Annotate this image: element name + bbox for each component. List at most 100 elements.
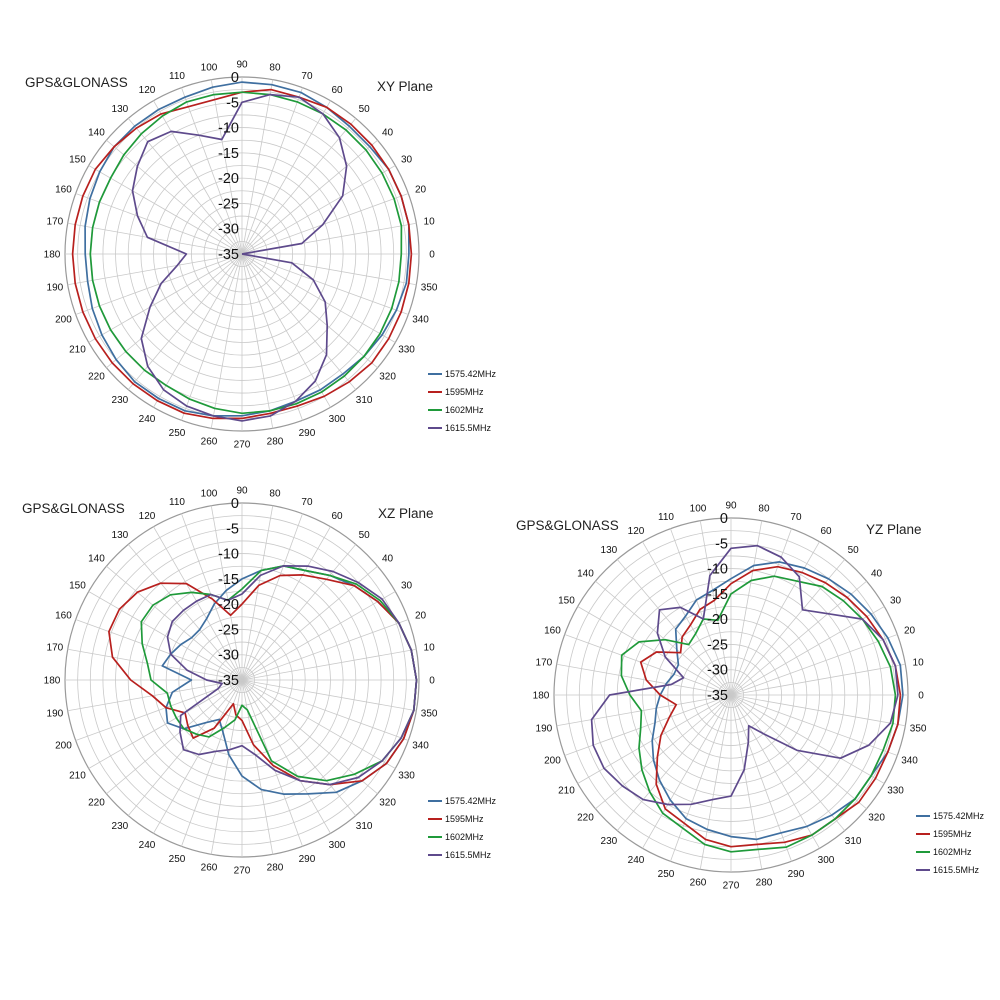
angle-tick-label: 340 <box>412 314 429 325</box>
angle-tick-label: 90 <box>236 486 248 497</box>
grid-spoke <box>670 528 732 696</box>
angle-tick-label: 70 <box>790 512 802 523</box>
angle-tick-label: 100 <box>690 503 707 514</box>
chart-subtitle: XY Plane <box>377 79 433 94</box>
grid-spoke <box>241 679 331 834</box>
legend: 1575.42MHz 1595MHz 1602MHz 1615.5MHz <box>428 796 497 860</box>
angle-tick-label: 250 <box>169 854 186 865</box>
angle-tick-label: 260 <box>201 863 218 874</box>
radial-tick-label: -35 <box>218 247 239 263</box>
legend-label: 1602MHz <box>445 832 484 842</box>
radial-tick-label: -10 <box>707 562 728 578</box>
legend-label: 1575.42MHz <box>933 811 985 821</box>
radial-labels: 0 -5 -10 -15 -20 -25 -30 -35 <box>707 511 728 704</box>
grid-spoke <box>241 253 303 421</box>
angle-tick-label: 10 <box>424 217 436 228</box>
legend: 1575.42MHz 1595MHz 1602MHz 1615.5MHz <box>916 811 985 875</box>
angle-tick-label: 280 <box>756 878 773 889</box>
grid-spoke <box>67 679 243 712</box>
angle-tick-label: 90 <box>725 501 737 512</box>
grid-spoke <box>564 634 732 696</box>
grid-spoke <box>241 679 409 741</box>
series-lines <box>108 565 418 795</box>
angle-tick-label: 30 <box>401 155 413 166</box>
angle-tick-label: 220 <box>577 813 594 824</box>
angle-tick-label: 280 <box>267 863 284 874</box>
grid-spoke <box>730 694 763 870</box>
grid-spoke <box>595 580 732 696</box>
grid-spoke <box>241 253 274 429</box>
angle-tick-label: 180 <box>44 250 61 261</box>
angle-tick-label: 150 <box>558 596 575 607</box>
grid-spoke <box>88 253 243 343</box>
grid-spoke <box>241 619 409 681</box>
angle-tick-label: 180 <box>44 676 61 687</box>
angle-tick-label: 250 <box>658 869 675 880</box>
angle-tick-label: 270 <box>234 866 251 877</box>
grid-spoke <box>241 193 409 255</box>
grid-spoke <box>88 679 243 769</box>
radial-tick-label: 0 <box>231 496 239 512</box>
angle-tick-label: 200 <box>55 314 72 325</box>
polar-chart-1: 0 10 20 30 40 50 60 70 80 90 100 110 120 130 140 150 160… <box>25 60 497 451</box>
angle-tick-label: 170 <box>536 658 553 669</box>
angle-tick-label: 270 <box>234 440 251 451</box>
angle-tick-label: 60 <box>820 526 832 537</box>
series-line-1 <box>84 81 410 417</box>
angle-tick-label: 50 <box>359 104 371 115</box>
radial-tick-label: -30 <box>218 222 239 238</box>
series-line-2 <box>71 88 413 420</box>
angle-tick-label: 290 <box>299 854 316 865</box>
angle-tick-label: 340 <box>412 740 429 751</box>
angle-tick-label: 180 <box>533 691 550 702</box>
radial-tick-label: -5 <box>226 95 239 111</box>
angle-tick-label: 240 <box>139 840 156 851</box>
grid-spoke <box>241 100 331 255</box>
grid-spoke <box>75 679 243 741</box>
angle-tick-label: 250 <box>169 428 186 439</box>
angle-tick-label: 40 <box>382 127 394 138</box>
angle-tick-label: 160 <box>55 611 72 622</box>
angle-tick-label: 120 <box>139 511 156 522</box>
angle-tick-label: 330 <box>398 345 415 356</box>
radial-tick-label: -10 <box>218 547 239 563</box>
angle-tick-label: 130 <box>112 530 129 541</box>
angle-tick-label: 320 <box>379 798 396 809</box>
series-line-4 <box>166 565 418 786</box>
angle-tick-label: 320 <box>868 813 885 824</box>
angle-tick-label: 70 <box>301 71 313 82</box>
angle-tick-label: 60 <box>331 85 343 96</box>
polar-chart-2: 0 10 20 30 40 50 60 70 80 90 100 110 120 130 140 150 160… <box>22 486 497 877</box>
grid-spoke <box>153 253 243 408</box>
legend: 1575.42MHz 1595MHz 1602MHz 1615.5MHz <box>428 369 497 433</box>
grid-spoke <box>241 679 417 712</box>
grid-spoke <box>699 694 732 870</box>
angle-tick-label: 300 <box>329 414 346 425</box>
radial-tick-label: -30 <box>218 648 239 664</box>
angle-tick-label: 220 <box>88 798 105 809</box>
radial-tick-label: -5 <box>226 521 239 537</box>
angle-tick-label: 290 <box>299 428 316 439</box>
grid-spoke <box>577 606 732 696</box>
chart-title: GPS&GLONASS <box>25 75 128 90</box>
angle-tick-label: 140 <box>88 127 105 138</box>
radial-labels: 0 -5 -10 -15 -20 -25 -30 -35 <box>218 496 239 689</box>
polar-grid <box>64 502 420 858</box>
legend-label: 1575.42MHz <box>445 796 497 806</box>
angle-tick-label: 120 <box>628 526 645 537</box>
radial-tick-label: -20 <box>218 597 239 613</box>
angle-tick-label: 10 <box>424 643 436 654</box>
grid-spoke <box>577 694 732 784</box>
grid-spoke <box>153 100 243 255</box>
angle-tick-label: 350 <box>421 708 438 719</box>
grid-spoke <box>181 87 243 255</box>
angle-tick-label: 350 <box>910 723 927 734</box>
angle-tick-label: 190 <box>536 723 553 734</box>
grid-spoke <box>241 253 396 343</box>
grid-spoke <box>210 253 243 429</box>
grid-spoke <box>241 253 409 315</box>
legend-label: 1595MHz <box>445 387 484 397</box>
angle-tick-label: 220 <box>88 372 105 383</box>
angle-tick-label: 90 <box>236 60 248 71</box>
chart-subtitle: YZ Plane <box>866 522 922 537</box>
